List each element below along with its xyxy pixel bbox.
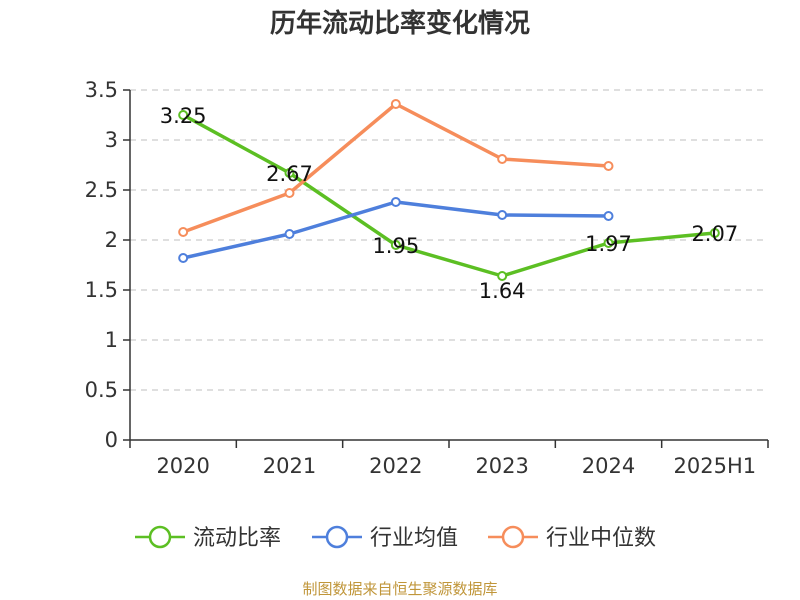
data-label-4: 1.97 xyxy=(585,232,632,256)
series-line-2 xyxy=(182,102,609,234)
point-1-2 xyxy=(390,197,401,207)
point-0-0 xyxy=(178,110,189,120)
legend-marker-0 xyxy=(148,525,172,549)
x-tick-label-1: 2021 xyxy=(263,454,316,478)
legend-label-2: 行业中位数 xyxy=(546,526,656,551)
legend: 流动比率 行业均值 行业中位数 xyxy=(135,525,656,551)
point-1-3 xyxy=(497,210,508,220)
point-2-1 xyxy=(284,188,295,198)
y-tick-label-4: 2 xyxy=(105,228,118,252)
point-0-5 xyxy=(709,228,720,238)
point-1-1 xyxy=(284,229,295,239)
point-2-0 xyxy=(178,227,189,237)
legend-label-1: 行业均值 xyxy=(370,526,458,551)
data-label-5: 2.07 xyxy=(691,222,738,246)
x-tick-label-5: 2025H1 xyxy=(674,454,757,478)
point-2-3 xyxy=(497,154,508,164)
data-label-3: 1.64 xyxy=(479,279,526,303)
x-tick-label-3: 2023 xyxy=(475,454,528,478)
point-2-4 xyxy=(603,161,614,171)
y-tick-label-2: 1 xyxy=(105,328,118,352)
y-tick-label-0: 0 xyxy=(105,428,118,452)
legend-label-0: 流动比率 xyxy=(193,526,281,551)
point-0-4 xyxy=(603,238,614,248)
point-1-0 xyxy=(178,253,189,263)
legend-marker-2 xyxy=(501,525,525,549)
data-label-0: 3.25 xyxy=(160,104,207,128)
series-line-0 xyxy=(182,113,715,278)
data-label-2: 1.95 xyxy=(372,234,419,258)
grid-lines xyxy=(130,89,768,391)
y-tick-label-1: 0.5 xyxy=(85,378,118,402)
point-1-4 xyxy=(603,211,614,221)
y-tick-label-6: 3 xyxy=(105,128,118,152)
axes: 0 0.5 1 1.5 2 2.5 3 3.5 2020 2021 2022 2023 2024 2025… xyxy=(85,78,769,478)
x-tick-label-2: 2022 xyxy=(369,454,422,478)
point-0-2 xyxy=(390,240,401,250)
point-2-2 xyxy=(390,99,401,109)
y-tick-label-3: 1.5 xyxy=(85,278,118,302)
point-0-1 xyxy=(284,168,295,178)
y-tick-label-5: 2.5 xyxy=(85,178,118,202)
series-layer xyxy=(178,99,720,281)
chart-title: 历年流动比率变化情况 xyxy=(270,8,530,39)
data-label-1: 2.67 xyxy=(266,162,313,186)
y-tick-label-7: 3.5 xyxy=(85,78,118,102)
data-labels: 3.25 2.67 1.95 1.64 1.97 2.07 xyxy=(160,104,738,303)
source-note: 制图数据来自恒生聚源数据库 xyxy=(302,580,497,598)
point-0-3 xyxy=(497,271,508,281)
x-tick-label-0: 2020 xyxy=(156,454,209,478)
x-tick-label-4: 2024 xyxy=(582,454,635,478)
legend-marker-1 xyxy=(325,525,349,549)
